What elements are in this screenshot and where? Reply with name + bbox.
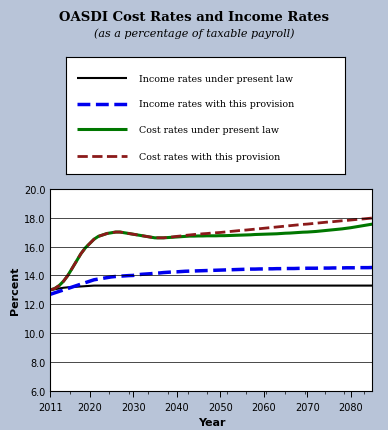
- Text: OASDI Cost Rates and Income Rates: OASDI Cost Rates and Income Rates: [59, 11, 329, 24]
- X-axis label: Year: Year: [198, 417, 225, 427]
- Text: Income rates under present law: Income rates under present law: [139, 74, 293, 83]
- Text: Income rates with this provision: Income rates with this provision: [139, 100, 294, 109]
- Text: (as a percentage of taxable payroll): (as a percentage of taxable payroll): [94, 28, 294, 39]
- Text: Cost rates under present law: Cost rates under present law: [139, 126, 279, 135]
- Y-axis label: Percent: Percent: [10, 266, 20, 314]
- Text: Cost rates with this provision: Cost rates with this provision: [139, 152, 280, 161]
